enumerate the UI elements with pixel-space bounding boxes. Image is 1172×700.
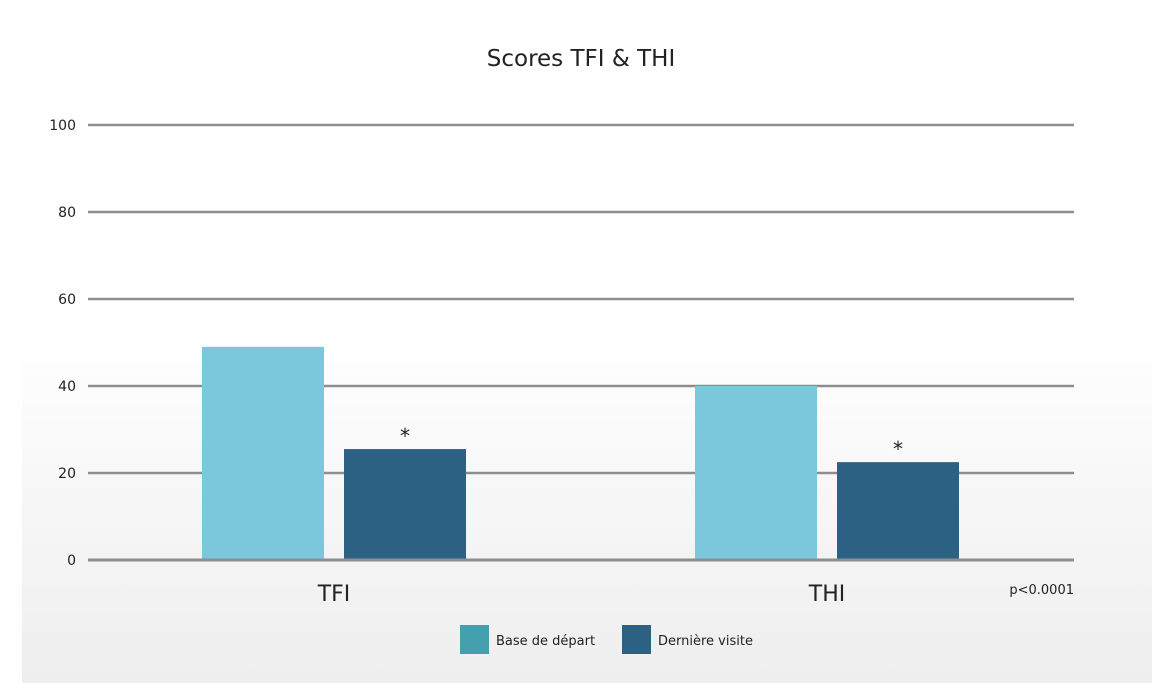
- legend-label: Dernière visite: [658, 634, 753, 649]
- bars: **: [202, 346, 959, 559]
- legend-swatch: [622, 625, 651, 654]
- chart-title: Scores TFI & THI: [487, 46, 675, 72]
- legend: Base de départ Dernière visite: [460, 625, 753, 654]
- y-tick-label: 40: [58, 379, 76, 395]
- bar-thi-series-0: [695, 386, 817, 559]
- legend-swatch: [460, 625, 489, 654]
- y-tick-label: 60: [58, 292, 76, 308]
- bar-thi-series-1: [837, 462, 959, 559]
- y-tick-label: 0: [67, 553, 76, 569]
- x-tick-label: THI: [808, 582, 845, 607]
- legend-label: Base de départ: [496, 634, 595, 649]
- annotations: p<0.0001: [1009, 583, 1074, 598]
- y-tick-label: 80: [58, 205, 76, 221]
- y-tick-label: 100: [49, 118, 76, 134]
- bar-tfi-series-1: [344, 449, 466, 559]
- chart-background-panel: [22, 330, 1152, 683]
- significance-marker: *: [400, 424, 410, 448]
- p-value-annotation: p<0.0001: [1009, 583, 1074, 598]
- significance-marker: *: [893, 437, 903, 461]
- x-axis: TFI THI: [317, 582, 846, 607]
- y-tick-label: 20: [58, 466, 76, 482]
- bar-tfi-series-0: [202, 346, 324, 559]
- chart-background-top: [22, 0, 1152, 330]
- y-axis: 0 20 40 60 80 100: [49, 118, 76, 569]
- x-tick-label: TFI: [317, 582, 351, 607]
